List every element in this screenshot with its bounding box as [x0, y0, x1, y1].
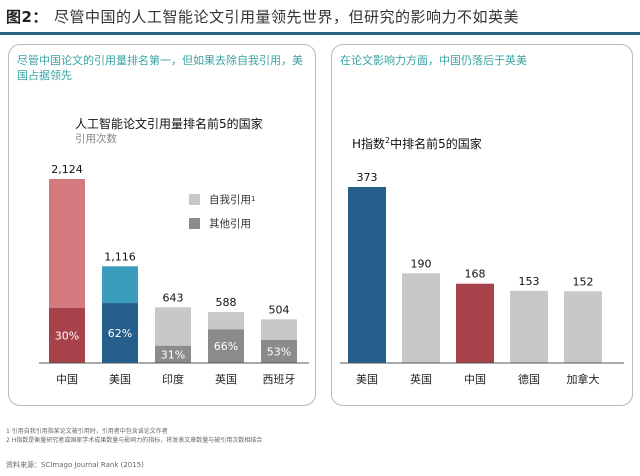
- hindex-category-label-3: 德国: [518, 372, 540, 386]
- bar-other-citation-1: [102, 266, 138, 304]
- legend-self-citation: 自我引用 1: [189, 191, 255, 207]
- right-panel-subtitle: 在论文影响力方面，中国仍落后于英美: [340, 54, 527, 67]
- legend-swatch-light: [189, 193, 200, 205]
- hindex-category-label-2: 中国: [464, 373, 486, 386]
- left-panel-subtitle: 尽管中国论文的引用量排名第一，但如果去除自我引用，美国占据领先: [17, 54, 303, 82]
- category-label-3: 英国: [215, 372, 237, 386]
- right-chart-title-mark: 2: [385, 136, 391, 145]
- left-bar-chart: 2,124 30% 中国 1,116 62% 美国 643 31% 印度 588 66% 英国 504 5…: [39, 163, 309, 386]
- bar-other-citation-2: [155, 307, 191, 346]
- category-label-4: 西班牙: [263, 373, 296, 386]
- right-chart-title: H指数2中排名前5的国家: [352, 135, 482, 152]
- figure-label: 图2：: [6, 8, 48, 26]
- left-legend: 自我引用 1 其他引用: [189, 191, 255, 239]
- source-note: 资料来源：SCImago Journal Rank (2015): [6, 461, 144, 469]
- bar-self-citation-2: [155, 345, 191, 363]
- bar-share-label-2: 31%: [161, 348, 185, 361]
- bar-share-label-0: 30%: [55, 329, 79, 342]
- title-rule: [0, 32, 640, 35]
- legend-self-footnote-mark: 1: [251, 195, 256, 203]
- hindex-value-label-2: 168: [465, 268, 486, 281]
- legend-other-label: 其他引用: [209, 217, 251, 230]
- figure-title: 图2： 尽管中国的人工智能论文引用量领先世界，但研究的影响力不如英美: [6, 6, 634, 27]
- hindex-value-label-1: 190: [411, 257, 432, 270]
- bar-value-label-1: 1,116: [104, 250, 136, 263]
- bar-value-label-3: 588: [216, 296, 237, 309]
- category-label-2: 印度: [162, 372, 184, 386]
- hindex-category-label-0: 美国: [356, 373, 378, 386]
- bar-self-citation-0: [49, 307, 85, 363]
- hindex-bar-4: [564, 291, 602, 363]
- hindex-bar-0: [348, 187, 386, 363]
- bar-value-label-0: 2,124: [51, 163, 83, 176]
- hindex-bar-3: [510, 290, 548, 363]
- legend-other-citation: 其他引用: [189, 215, 255, 231]
- footnote-1: 1 引用自我引用指某论文被引用时，引用者中包含该论文作者: [6, 428, 168, 435]
- right-chart-title-rest: 中排名前5的国家: [390, 137, 482, 151]
- bar-value-label-2: 643: [163, 291, 184, 304]
- hindex-category-label-4: 加拿大: [567, 372, 600, 386]
- bar-share-label-4: 53%: [267, 345, 291, 358]
- bar-self-citation-1: [102, 303, 138, 363]
- hindex-category-label-1: 英国: [410, 372, 432, 386]
- figure-title-text: 尽管中国的人工智能论文引用量领先世界，但研究的影响力不如英美: [53, 8, 519, 26]
- footnote-2: 2 H指数是衡量研究者或国家学术成果数量与影响力的指标，将发表文章数量与被引用次…: [6, 437, 263, 444]
- bar-value-label-4: 504: [269, 303, 290, 316]
- bar-self-citation-4: [261, 339, 297, 363]
- hindex-value-label-3: 153: [519, 275, 540, 288]
- left-panel: 尽管中国论文的引用量排名第一，但如果去除自我引用，美国占据领先 人工智能论文引用…: [8, 44, 316, 406]
- legend-swatch-dark: [189, 217, 200, 229]
- category-label-0: 中国: [56, 373, 78, 386]
- legend-self-label: 自我引用: [209, 193, 251, 206]
- left-chart-title: 人工智能论文引用量排名前5的国家: [75, 117, 263, 131]
- right-bar-chart: 373 美国 190 英国 168 中国 153 德国 152 加拿大: [340, 171, 624, 386]
- right-panel: 在论文影响力方面，中国仍落后于英美 H指数2中排名前5的国家 373 美国 190 英…: [331, 44, 633, 406]
- bar-other-citation-0: [49, 179, 85, 308]
- bar-share-label-3: 66%: [214, 340, 238, 353]
- left-chart-ylabel: 引用次数: [75, 133, 117, 145]
- category-label-1: 美国: [109, 373, 131, 386]
- hindex-bar-2: [456, 283, 494, 363]
- bar-other-citation-4: [261, 319, 297, 340]
- hindex-value-label-0: 373: [357, 171, 378, 184]
- right-chart-title-main: H指数: [352, 137, 386, 151]
- bar-self-citation-3: [208, 329, 244, 363]
- bar-share-label-1: 62%: [108, 327, 132, 340]
- hindex-bar-1: [402, 273, 440, 363]
- footnotes: 1 引用自我引用指某论文被引用时，引用者中包含该论文作者 2 H指数是衡量研究者…: [6, 427, 634, 445]
- hindex-value-label-4: 152: [573, 275, 594, 288]
- bar-other-citation-3: [208, 312, 244, 330]
